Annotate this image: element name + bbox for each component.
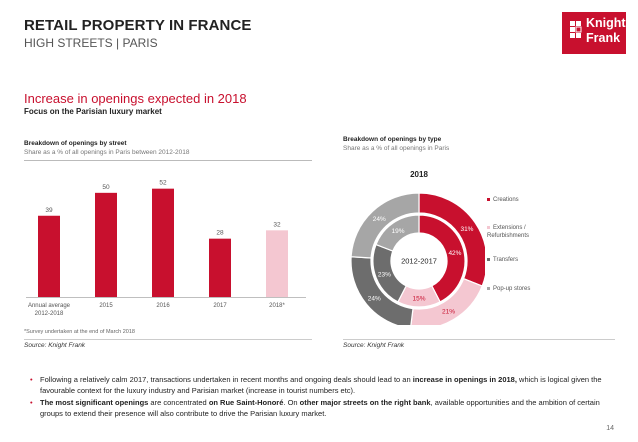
donut-slice-outer-1 [410, 277, 484, 325]
bar-category-label: 2016 [156, 303, 170, 309]
donut-value-label: 23% [378, 272, 391, 279]
bar-1 [95, 192, 117, 297]
bar-value-label: 39 [45, 207, 53, 214]
bar-category-label: 2018* [269, 303, 285, 309]
donut-slice-inner-3 [375, 214, 420, 252]
donut-value-label: 24% [373, 216, 386, 223]
donut-outer-ring-label: 2018 [410, 170, 428, 179]
bullet-text: . On [283, 398, 300, 407]
bar-chart: 39 Annual average 2012-2018 50 2015 52 2016 28 2… [26, 180, 306, 317]
bar-value-label: 32 [273, 221, 281, 228]
donut-chart-source: Source: Knight Frank [343, 342, 405, 349]
bar-chart-title: Breakdown of openings by street [24, 140, 127, 147]
legend-item-transfers: Transfers [487, 256, 518, 264]
page-title: RETAIL PROPERTY IN FRANCE [24, 17, 252, 34]
bullet-emphasis: on Rue Saint-Honoré [208, 398, 284, 407]
donut-chart: 31% 21% 24% 24% 42% 15% 23% 19% 2018 2012-2017 [350, 170, 485, 325]
legend-label: Pop-up stores [493, 286, 531, 292]
bar-chart-bottom-rule [24, 339, 312, 340]
bullet-text: which is logical given the favourable co… [40, 375, 602, 395]
logo-line-1: Knight [586, 16, 626, 30]
bullet-emphasis: increase in openings in 2018, [412, 375, 517, 384]
bar-value-label: 52 [159, 180, 167, 187]
bar-3 [209, 238, 231, 297]
donut-chart-title: Breakdown of openings by type [343, 136, 442, 143]
bar-value-label: 50 [102, 184, 110, 191]
bar-chart-footnote: *Survey undertaken at the end of March 2… [24, 329, 135, 335]
legend-item-popup: Pop-up stores [487, 285, 530, 293]
bullet-text: , available opportunities and the ambiti… [40, 398, 600, 418]
bullet-item: The most significant openings are concen… [30, 398, 615, 419]
legend-swatch [487, 225, 490, 229]
knight-frank-mark-icon [570, 21, 582, 38]
bullet-item: Following a relatively calm 2017, transa… [30, 375, 615, 396]
bar-chart-source: Source: Knight Frank [24, 342, 86, 349]
legend-label: Creations [493, 197, 519, 203]
bar-category-label: 2015 [99, 303, 113, 309]
bar-chart-subtitle: Share as a % of all openings in Paris be… [24, 149, 190, 156]
logo-text: Knight Frank [586, 16, 626, 46]
donut-chart-bottom-rule [343, 339, 615, 340]
donut-slice-outer-3 [350, 192, 420, 259]
legend-item-extensions: Extensions / Refurbishments [487, 224, 567, 240]
donut-center-box [395, 253, 443, 267]
donut-value-label: 31% [460, 226, 473, 233]
bar-2 [152, 188, 174, 297]
bar-0 [38, 215, 60, 297]
bar-category-label: 2017 [213, 303, 227, 309]
donut-chart-subtitle: Share as a % of all openings in Paris [343, 145, 450, 152]
donut-value-label: 24% [368, 295, 381, 302]
bullet-list: Following a relatively calm 2017, transa… [30, 375, 615, 421]
knight-frank-logo: Knight Frank [562, 12, 626, 54]
donut-value-label: 19% [392, 228, 405, 235]
logo-line-2: Frank [586, 31, 621, 45]
legend-swatch [487, 197, 490, 201]
bar-category-label: 2012-2018 [35, 311, 64, 317]
legend-swatch [487, 257, 490, 261]
legend-swatch [487, 286, 490, 290]
section-title: Increase in openings expected in 2018 [24, 91, 247, 106]
page-number: 14 [606, 425, 614, 432]
donut-slice-inner-0 [418, 214, 466, 303]
bullet-emphasis: The most significant openings [40, 398, 149, 407]
bullet-emphasis: other major streets on the right bank [299, 398, 431, 407]
legend-label: Extensions / Refurbishments [487, 225, 530, 239]
donut-value-label: 21% [442, 308, 455, 315]
donut-inner-ring-label: 2012-2017 [401, 257, 437, 266]
bar-chart-rule [24, 160, 312, 161]
bullet-text: are concentrated [148, 398, 209, 407]
donut-value-label: 15% [412, 296, 425, 303]
legend-label: Transfers [493, 257, 519, 263]
bullet-text: Following a relatively calm 2017, transa… [40, 375, 413, 384]
bar-category-label: Annual average [28, 303, 71, 309]
legend-item-creations: Creations [487, 196, 519, 204]
section-subtitle: Focus on the Parisian luxury market [24, 107, 162, 116]
page-subtitle: HIGH STREETS | PARIS [24, 36, 158, 50]
donut-value-label: 42% [448, 250, 461, 257]
bar-4 [266, 230, 288, 297]
bar-value-label: 28 [216, 230, 224, 237]
